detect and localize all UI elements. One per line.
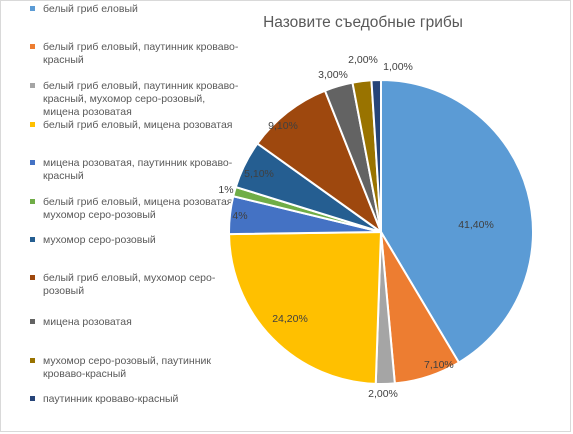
legend-swatch — [30, 199, 35, 204]
legend-label: белый гриб еловый, мухомор серо-розовый — [43, 272, 216, 297]
legend-swatch — [30, 160, 35, 165]
pie-slice — [228, 230, 383, 385]
legend-swatch — [30, 275, 35, 280]
legend-label: паутинник кроваво-красный — [43, 393, 179, 405]
legend-item: белый гриб еловый, паутинник кроваво-кра… — [30, 80, 240, 119]
slice-label: 24,20% — [272, 313, 308, 325]
legend-item: белый гриб еловый — [30, 3, 240, 16]
legend-item: мухомор серо-розовый — [30, 234, 240, 247]
legend-item: белый гриб еловый, паутинник кроваво-кра… — [30, 41, 240, 67]
legend-label: белый гриб еловый, паутинник кроваво-кра… — [43, 41, 239, 66]
legend-swatch — [30, 396, 35, 401]
legend-label: белый гриб еловый, паутинник кроваво-кра… — [43, 80, 239, 118]
slice-label: 9,10% — [268, 120, 298, 132]
legend-swatch — [30, 319, 35, 324]
slice-label: 2,00% — [348, 54, 378, 66]
slice-label: 1% — [218, 184, 233, 196]
legend-item: белый гриб еловый, мухомор серо-розовый — [30, 272, 240, 298]
legend-swatch — [30, 6, 35, 11]
slice-label: 4% — [232, 210, 247, 222]
legend-swatch — [30, 237, 35, 242]
slice-label: 2,00% — [368, 388, 398, 400]
slice-label: 1,00% — [383, 61, 413, 73]
chart-title: Назовите съедобные грибы — [263, 14, 463, 31]
legend-label: белый гриб еловый, мицена розоватая, мух… — [43, 196, 236, 221]
slice-label: 7,10% — [424, 359, 454, 371]
legend-swatch — [30, 358, 35, 363]
legend-label: мухомор серо-розовый — [43, 234, 156, 246]
legend-label: мицена розоватая — [43, 316, 132, 328]
legend-item: мухомор серо-розовый, паутинник кроваво-… — [30, 355, 240, 381]
legend-item: мицена розоватая — [30, 316, 240, 329]
legend-item: белый гриб еловый, мицена розоватая, мух… — [30, 196, 240, 222]
legend-item: белый гриб еловый, мицена розоватая — [30, 119, 240, 132]
legend-item: паутинник кроваво-красный — [30, 393, 240, 406]
legend-label: белый гриб еловый — [43, 3, 138, 15]
pie-slice — [380, 78, 534, 364]
pie-slice — [370, 78, 382, 233]
slice-label: 5,10% — [244, 168, 274, 180]
legend-item: мицена розоватая, паутинник кроваво-крас… — [30, 157, 240, 183]
slice-label: 41,40% — [458, 219, 494, 231]
pie-slice — [255, 89, 384, 235]
legend-swatch — [30, 122, 35, 127]
slice-label: 3,00% — [318, 69, 348, 81]
legend-swatch — [30, 83, 35, 88]
legend-swatch — [30, 44, 35, 49]
legend-label: мухомор серо-розовый, паутинник кроваво-… — [43, 355, 211, 380]
legend-label: белый гриб еловый, мицена розоватая — [43, 119, 233, 131]
legend-label: мицена розоватая, паутинник кроваво-крас… — [43, 157, 233, 182]
